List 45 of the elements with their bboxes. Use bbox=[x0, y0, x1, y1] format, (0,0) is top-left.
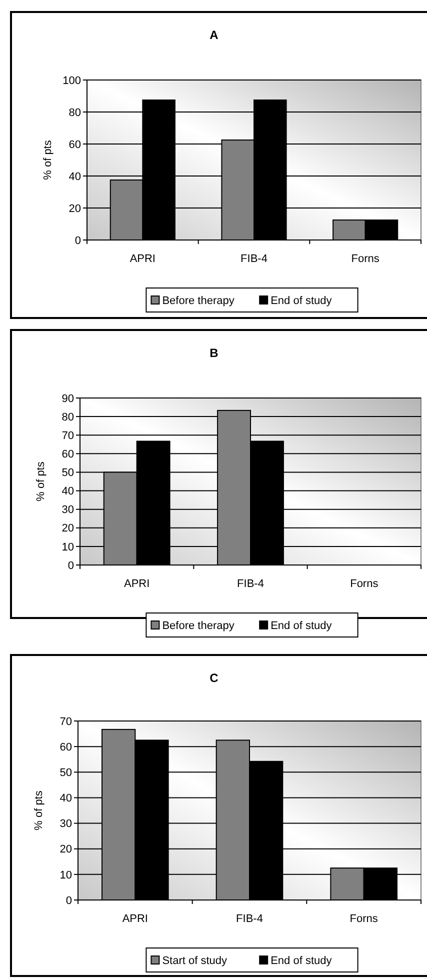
legend-label: Before therapy bbox=[162, 620, 235, 632]
y-tick-label: 60 bbox=[68, 138, 81, 151]
y-tick-label: 40 bbox=[60, 792, 72, 805]
legend-label: Before therapy bbox=[162, 294, 235, 307]
y-tick-label: 70 bbox=[62, 430, 74, 442]
y-tick-label: 70 bbox=[60, 716, 72, 728]
chart-title: B bbox=[210, 346, 219, 360]
y-tick-label: 10 bbox=[60, 869, 72, 882]
y-tick-label: 60 bbox=[60, 741, 72, 754]
chart-title: A bbox=[210, 28, 219, 42]
y-tick-label: 0 bbox=[74, 234, 81, 247]
legend-label: Start of study bbox=[162, 954, 228, 967]
y-axis-title: % of pts bbox=[33, 790, 45, 830]
y-tick-label: 90 bbox=[62, 392, 74, 405]
x-tick-label: Forns bbox=[350, 913, 378, 925]
x-tick-label: FIB-4 bbox=[236, 913, 263, 925]
y-tick-label: 80 bbox=[62, 411, 74, 424]
legend-label: End of study bbox=[270, 954, 332, 967]
y-tick-label: 30 bbox=[60, 818, 72, 830]
y-tick-label: 40 bbox=[62, 486, 74, 498]
legend-label: End of study bbox=[270, 620, 332, 632]
y-tick-label: 50 bbox=[62, 467, 74, 480]
y-tick-label: 30 bbox=[62, 504, 74, 516]
y-tick-label: 50 bbox=[60, 766, 72, 779]
y-tick-label: 0 bbox=[66, 894, 72, 907]
x-tick-label: FIB-4 bbox=[237, 578, 264, 590]
y-axis-title: % of pts bbox=[35, 461, 47, 502]
y-tick-label: 20 bbox=[60, 844, 72, 856]
y-tick-label: 40 bbox=[68, 170, 81, 183]
x-tick-label: FIB-4 bbox=[240, 253, 268, 265]
y-tick-label: 0 bbox=[68, 560, 74, 572]
y-tick-label: 20 bbox=[68, 202, 81, 215]
x-tick-label: Forns bbox=[351, 253, 380, 265]
legend-label: End of study bbox=[270, 294, 332, 307]
x-tick-label: Forns bbox=[350, 578, 379, 590]
x-tick-label: APRI bbox=[122, 913, 148, 925]
y-tick-label: 20 bbox=[62, 522, 74, 535]
x-tick-label: APRI bbox=[130, 253, 156, 265]
y-axis-title: % of pts bbox=[42, 140, 54, 180]
y-tick-label: 100 bbox=[62, 74, 81, 87]
chart-title: C bbox=[210, 671, 219, 685]
y-tick-label: 60 bbox=[62, 448, 74, 461]
y-tick-label: 80 bbox=[68, 106, 81, 119]
x-tick-label: APRI bbox=[124, 578, 150, 590]
y-tick-label: 10 bbox=[62, 541, 74, 554]
